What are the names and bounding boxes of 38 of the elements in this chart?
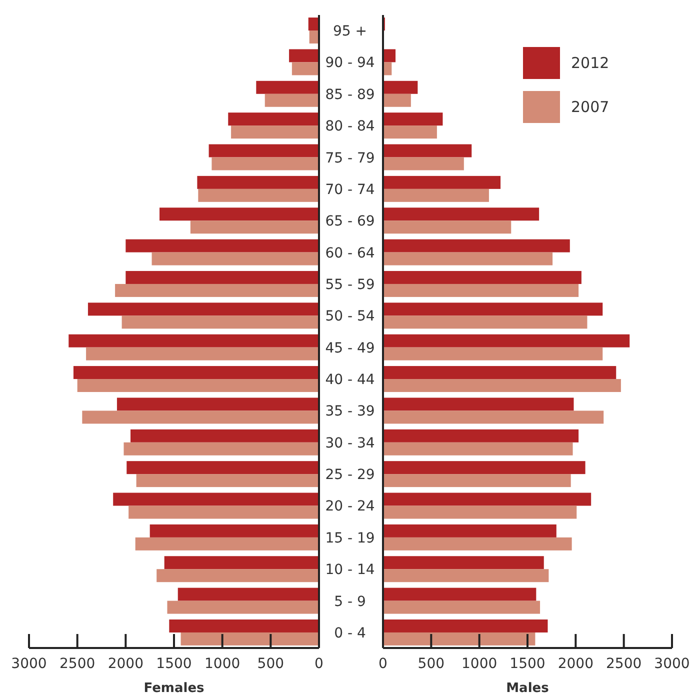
y-tick-label: 35 - 39 xyxy=(325,404,375,420)
x-tick-label: 2500 xyxy=(60,656,96,672)
x-tick-label: 2500 xyxy=(606,656,642,672)
x-tick-label: 2000 xyxy=(108,656,144,672)
x-tick-label: 1000 xyxy=(462,656,498,672)
y-tick-label: 25 - 29 xyxy=(325,467,375,484)
y-tick-label: 50 - 54 xyxy=(325,308,375,325)
y-tick-label: 90 - 94 xyxy=(325,55,375,72)
y-tick-label: 95 + xyxy=(333,24,367,40)
y-tick-label: 30 - 34 xyxy=(325,435,375,452)
y-tick-label: 15 - 19 xyxy=(325,530,375,546)
y-tick-label: 5 - 9 xyxy=(334,594,366,610)
x-tick-label: 3000 xyxy=(11,656,47,672)
y-tick-label: 85 - 89 xyxy=(325,86,375,103)
y-tick-label: 65 - 69 xyxy=(325,214,375,230)
legend-label: 2012 xyxy=(571,54,610,72)
x-tick-label: 3000 xyxy=(654,656,690,672)
y-tick-label: 80 - 84 xyxy=(325,118,375,135)
y-tick-label: 20 - 24 xyxy=(325,498,375,515)
y-tick-label: 45 - 49 xyxy=(325,340,375,356)
y-tick-label: 55 - 59 xyxy=(325,276,375,293)
x-axis-title: Females xyxy=(144,681,205,695)
legend-label: 2007 xyxy=(571,98,610,116)
y-tick-label: 60 - 64 xyxy=(325,245,375,262)
x-tick-label: 0 xyxy=(314,656,324,672)
y-tick-label: 0 - 4 xyxy=(334,625,366,642)
y-tick-label: 40 - 44 xyxy=(325,372,375,388)
x-tick-label: 2000 xyxy=(558,656,594,672)
x-tick-label: 0 xyxy=(378,656,388,672)
x-tick-label: 500 xyxy=(257,656,284,672)
y-tick-label: 70 - 74 xyxy=(325,182,375,198)
x-tick-label: 500 xyxy=(418,656,445,672)
x-tick-label: 1000 xyxy=(204,656,240,672)
x-axis-title: Males xyxy=(506,681,550,695)
y-tick-label: 75 - 79 xyxy=(325,150,375,166)
y-tick-label: 10 - 14 xyxy=(325,562,375,578)
x-tick-label: 1500 xyxy=(156,656,192,672)
x-tick-label: 1500 xyxy=(510,656,546,672)
